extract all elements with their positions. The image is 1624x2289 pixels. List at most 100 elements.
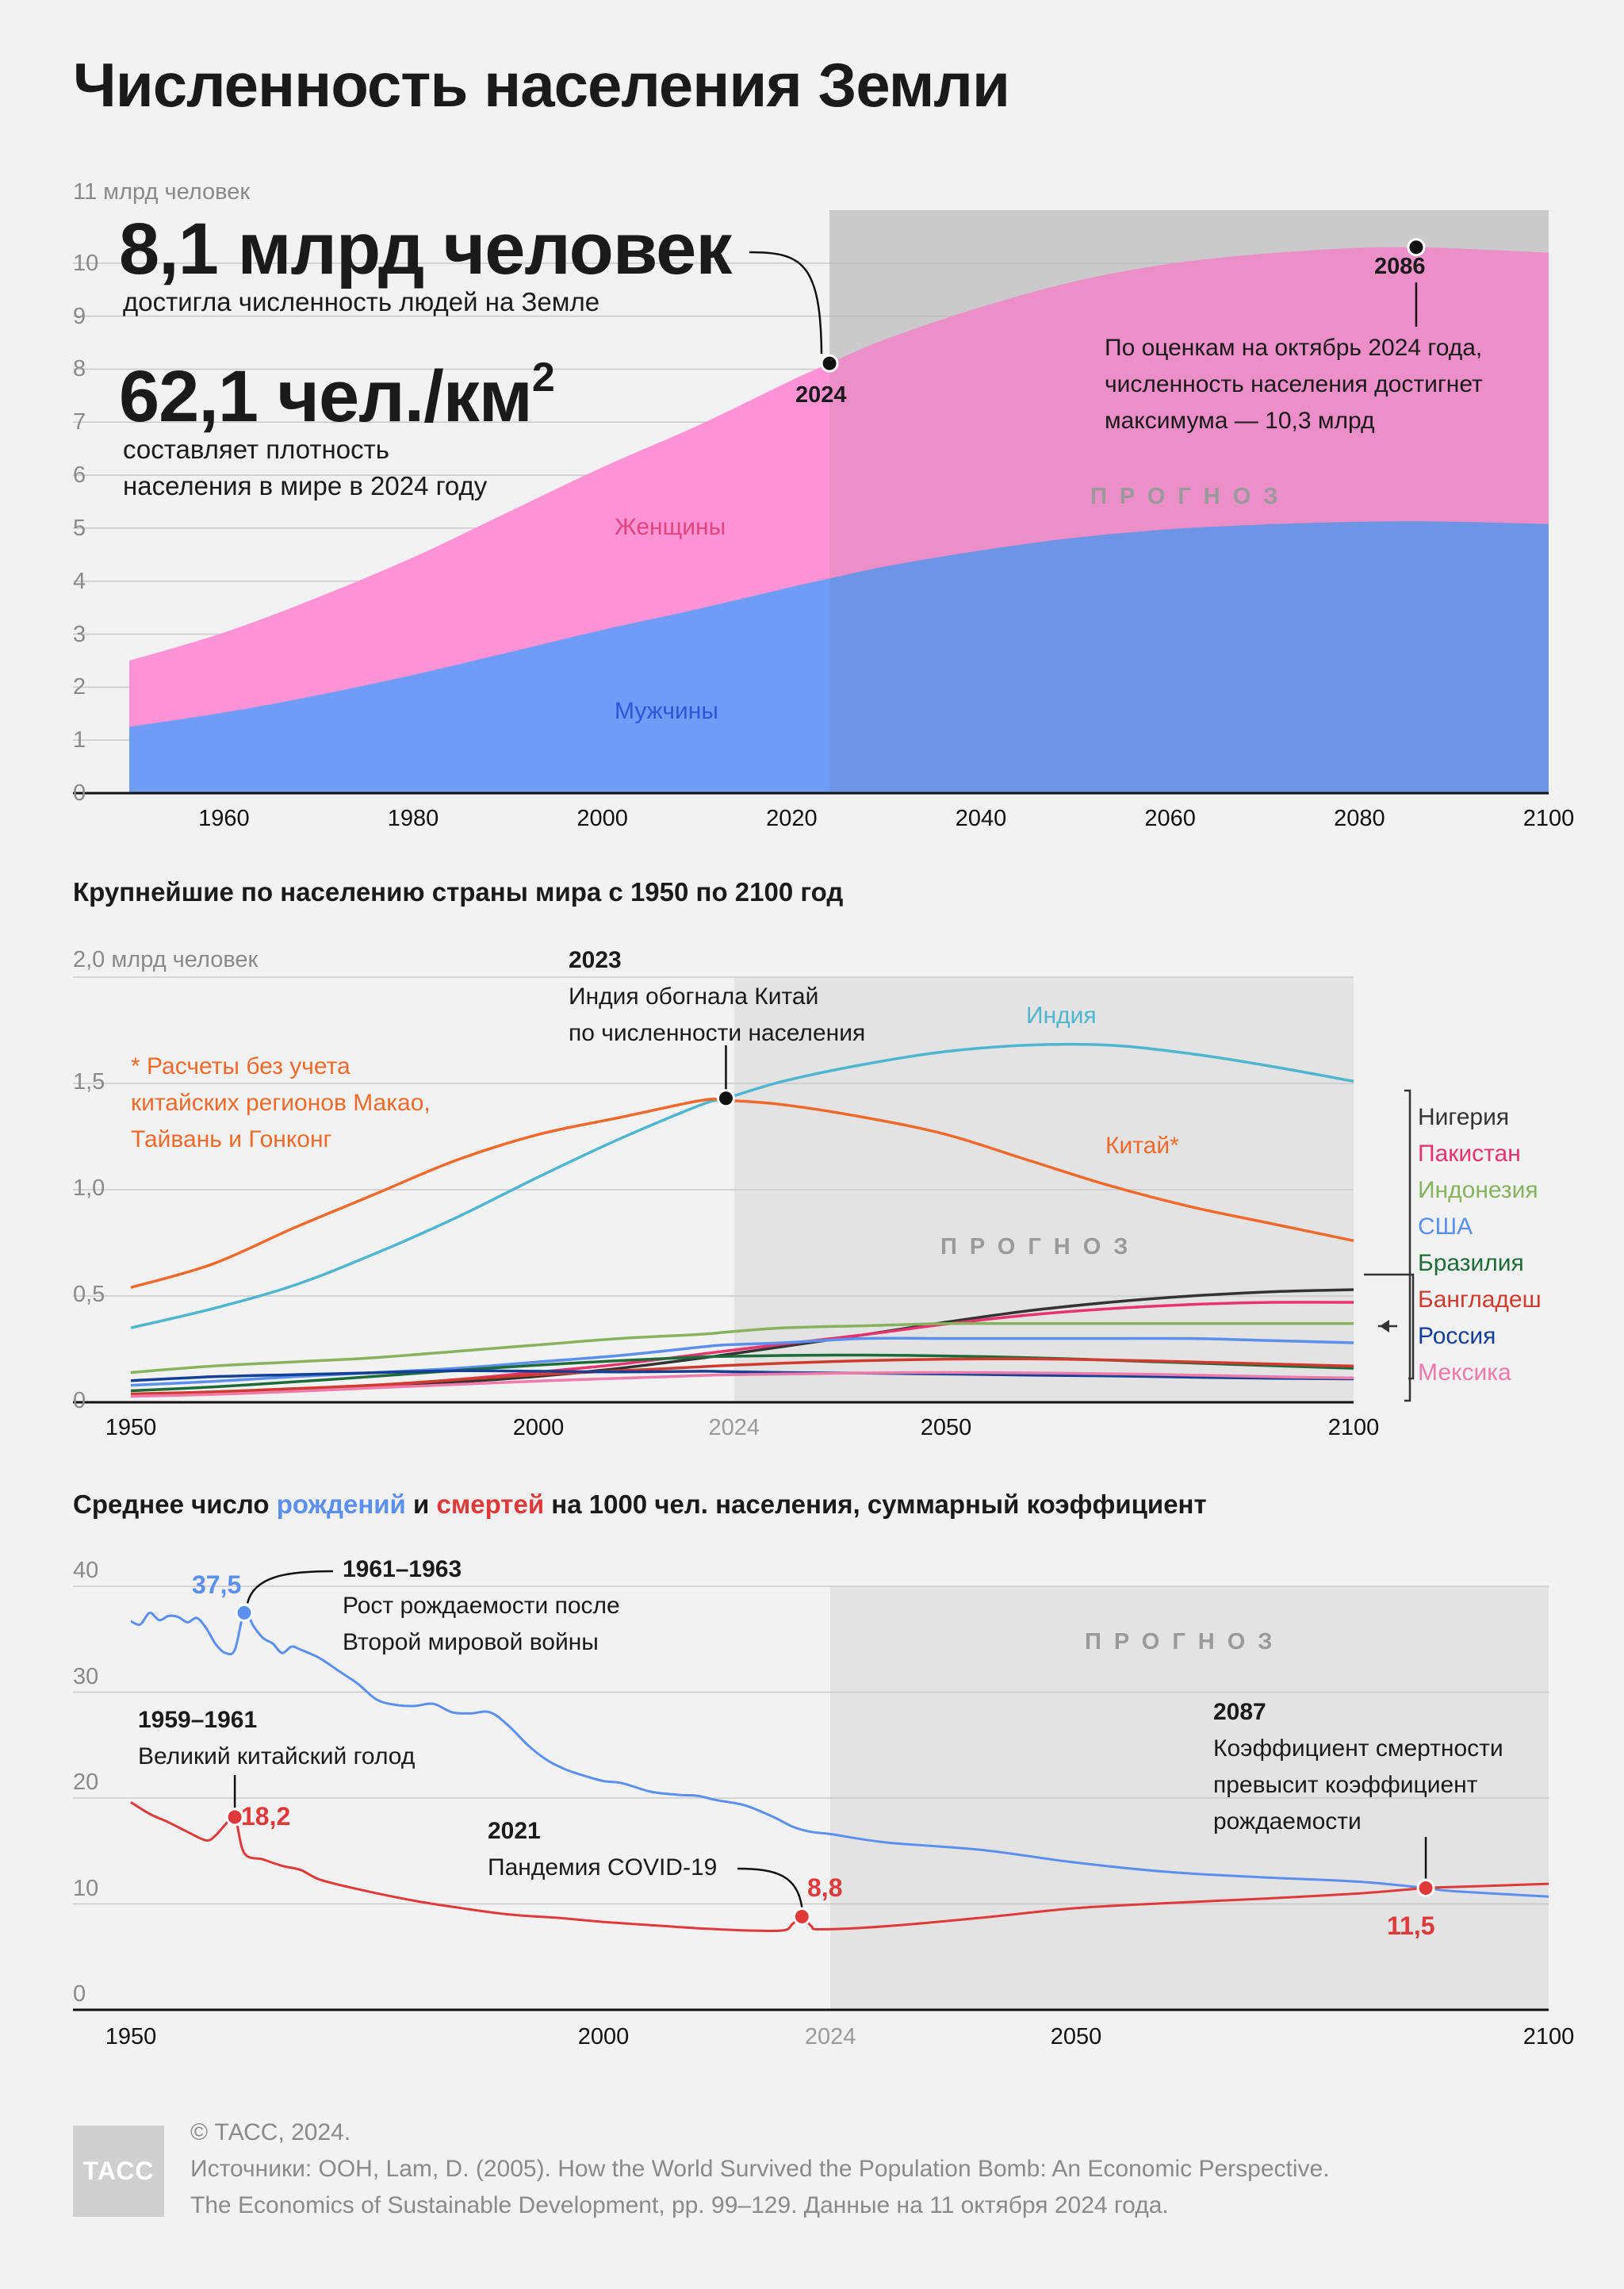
p3-y-tick: 0 xyxy=(73,1981,86,2007)
peak-note-line-2: численность населения достигнет xyxy=(1105,371,1483,397)
p1-y-tick: 2 xyxy=(73,674,86,700)
p1-x-tick: 2020 xyxy=(766,806,818,831)
india-overtakes-note: 2023 Индия обогнала Китай по численности… xyxy=(569,942,865,1052)
crossover-note: 2087 Коэффициент смертности превысит коэ… xyxy=(1213,1694,1503,1840)
india-overtakes-line-1: Индия обогнала Китай xyxy=(569,983,819,1010)
p1-y-tick: 7 xyxy=(73,409,86,435)
p3-x-tick: 2024 xyxy=(804,2024,856,2049)
legend-item: Россия xyxy=(1418,1323,1496,1349)
p2-y-tick: 0,5 xyxy=(73,1282,105,1307)
men-label: Мужчины xyxy=(615,698,718,724)
page-title: Численность населения Земли xyxy=(73,50,1010,120)
p1-x-tick: 2080 xyxy=(1334,806,1385,831)
famine-value: 18,2 xyxy=(241,1802,291,1831)
china-label: Китай* xyxy=(1105,1133,1179,1159)
marker-2024-leader xyxy=(749,251,823,355)
covid-dot xyxy=(792,1908,811,1927)
crossover-line-2: превысит коэффициент xyxy=(1213,1772,1478,1798)
china-footnote: * Расчеты без учета китайских регионов М… xyxy=(131,1049,431,1158)
india-overtakes-line-2: по численности населения xyxy=(569,1020,866,1046)
p3-title-births: рождений xyxy=(276,1490,406,1519)
china-footnote-line-2: китайских регионов Макао, xyxy=(131,1090,431,1116)
covid-text: Пандемия COVID-19 xyxy=(488,1854,718,1881)
p1-y-tick: 1 xyxy=(73,727,86,753)
p1-x-tick: 2040 xyxy=(955,806,1007,831)
crossover-value: 11,5 xyxy=(1387,1911,1435,1940)
p1-x-tick: 2000 xyxy=(576,806,628,831)
births-peak-line-2: Второй мировой войны xyxy=(343,1629,599,1655)
big-stat-density-superscript: 2 xyxy=(531,355,555,401)
footer-source-1: Источники: ООН, Lam, D. (2005). How the … xyxy=(190,2156,1330,2182)
p1-forecast-label: ПРОГНОЗ xyxy=(1090,484,1291,509)
p1-y-tick: 0 xyxy=(73,780,86,806)
india-overtakes-year: 2023 xyxy=(569,947,622,973)
p2-y-unit-label: 2,0 млрд человек xyxy=(73,947,259,972)
p1-x-tick: 2060 xyxy=(1144,806,1196,831)
tass-logo-text: ТАСС xyxy=(82,2157,155,2185)
p3-title-part-2: и xyxy=(405,1490,437,1519)
p2-x-tick: 2100 xyxy=(1327,1415,1380,1440)
big-stat-density-value: 62,1 чел./км xyxy=(119,356,533,437)
p3-y-tick: 20 xyxy=(73,1769,99,1795)
p1-x-tick: 1960 xyxy=(198,806,250,831)
peak-note-line-1: По оценкам на октябрь 2024 года, xyxy=(1105,335,1483,361)
series-line-Бангладеш xyxy=(130,1357,1354,1396)
p2-x-tick: 1950 xyxy=(105,1415,157,1440)
births-peak-year: 1961–1963 xyxy=(343,1556,462,1582)
india-overtakes-dot xyxy=(716,1089,735,1108)
density-caption-line-2: населения в мире в 2024 году xyxy=(123,471,488,500)
series-line-Индонезия xyxy=(130,1321,1354,1375)
p1-y-tick: 3 xyxy=(73,621,86,647)
legend-item: Нигерия xyxy=(1418,1104,1510,1130)
women-label: Женщины xyxy=(615,514,726,540)
legend-item: Индонезия xyxy=(1418,1177,1538,1203)
famine-text: Великий китайский голод xyxy=(138,1743,416,1769)
p1-x-tick: 2100 xyxy=(1522,806,1575,831)
covid-note: 2021 Пандемия COVID-19 xyxy=(488,1813,717,1886)
p1-forecast-shade xyxy=(829,210,1549,793)
p3-title-part-3: на 1000 чел. населения, суммарный коэффи… xyxy=(544,1490,1207,1519)
p2-legend: Нигерия Пакистан Индонезия США Бразилия Бангл… xyxy=(1418,1099,1542,1391)
footer-source-2: The Economics of Sustainable Development… xyxy=(190,2192,1169,2218)
famine-dot xyxy=(225,1808,244,1827)
p3-x-tick: 2050 xyxy=(1050,2024,1102,2049)
p2-x-tick: 2024 xyxy=(708,1415,760,1440)
p3-y-tick: 30 xyxy=(73,1663,99,1689)
crossover-line-1: Коэффициент смертности xyxy=(1213,1735,1503,1762)
p3-title-deaths: смертей xyxy=(436,1490,545,1519)
peak-note: По оценкам на октябрь 2024 года, численн… xyxy=(1105,330,1483,439)
covid-year: 2021 xyxy=(488,1818,541,1844)
big-stat-density: 62,1 чел./км2 xyxy=(119,355,555,439)
famine-note: 1959–1961 Великий китайский голод xyxy=(138,1702,415,1775)
series-line-Мексика xyxy=(130,1371,1354,1398)
men-area xyxy=(129,521,1549,793)
big-stat-population: 8,1 млрд человек xyxy=(119,209,732,289)
legend-item: Бангладеш xyxy=(1418,1286,1542,1313)
p1-y-tick: 9 xyxy=(73,303,86,329)
births-peak-line-1: Рост рождаемости после xyxy=(343,1593,620,1619)
p2-title: Крупнейшие по населению страны мира с 19… xyxy=(73,877,844,907)
legend-item: Бразилия xyxy=(1418,1250,1524,1276)
covid-value: 8,8 xyxy=(807,1873,843,1902)
legend-item: США xyxy=(1418,1214,1473,1240)
marker-2086-label: 2086 xyxy=(1374,254,1426,279)
p1-y-unit-label: 11 млрд человек xyxy=(73,179,251,205)
deaths-line xyxy=(130,1801,1549,1933)
p2-x-tick: 2000 xyxy=(512,1415,565,1440)
crossover-dot xyxy=(1416,1878,1435,1897)
p3-forecast-label: ПРОГНОЗ xyxy=(1085,1629,1285,1654)
p3-y-tick: 40 xyxy=(73,1558,99,1583)
births-peak-dot xyxy=(235,1603,254,1622)
p3-y-tick: 10 xyxy=(73,1875,99,1901)
p3-title: Среднее число рождений и смертей на 1000… xyxy=(73,1490,1207,1520)
marker-2024-label: 2024 xyxy=(795,382,847,408)
p2-y-tick: 1,0 xyxy=(73,1175,105,1201)
p1-y-tick: 10 xyxy=(73,250,99,276)
p1-y-tick: 5 xyxy=(73,515,86,541)
legend-arrow-head xyxy=(1380,1320,1389,1332)
crossover-year: 2087 xyxy=(1213,1699,1266,1725)
marker-2086-dot xyxy=(1407,238,1426,257)
p3-x-tick: 2000 xyxy=(577,2024,630,2049)
p1-x-tick: 1980 xyxy=(387,806,439,831)
